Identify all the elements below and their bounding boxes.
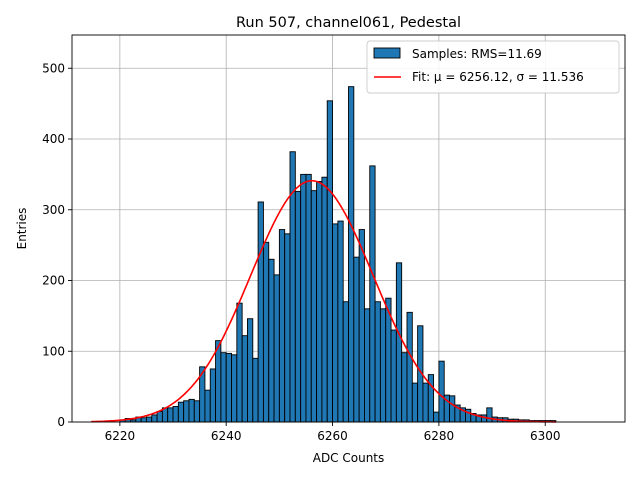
histogram-bar [294, 190, 302, 423]
legend-fit-label: Fit: μ = 6256.12, σ = 11.536 [412, 70, 584, 84]
y-tick-label: 400 [42, 132, 65, 146]
histogram-bar [236, 302, 243, 423]
histogram-bar [247, 318, 254, 423]
y-tick-label: 200 [42, 274, 65, 288]
histogram-bar [369, 165, 376, 423]
histogram-bar [268, 258, 275, 423]
x-tick-label: 6240 [211, 429, 242, 443]
y-tick-label: 300 [42, 203, 65, 217]
histogram-bar [310, 190, 318, 423]
histogram-bar [411, 382, 419, 423]
histogram-bar [353, 256, 360, 423]
y-tick-label: 100 [42, 344, 65, 358]
x-axis-label: ADC Counts [313, 451, 385, 465]
histogram-bar [364, 308, 371, 423]
y-axis-label: Entries [15, 208, 29, 250]
plot-frame [71, 34, 626, 423]
histogram-bar [215, 340, 222, 423]
histogram-bar [326, 100, 333, 423]
x-tick-label: 6300 [530, 429, 561, 443]
chart-title: Run 507, channel061, Pedestal [236, 15, 461, 31]
legend-frame [366, 40, 620, 94]
histogram-bar [151, 414, 158, 423]
x-tick-label: 6280 [424, 429, 455, 443]
histogram-bar [422, 382, 429, 423]
histogram-bar [177, 401, 185, 423]
histogram-bar [140, 417, 147, 423]
legend-histogram-label: Samples: RMS=11.69 [412, 47, 542, 61]
histogram-bar [348, 86, 355, 423]
histogram-bar [172, 405, 179, 423]
histogram-bar [374, 301, 381, 423]
x-tick-label: 6260 [317, 429, 348, 443]
histogram-bar [438, 360, 445, 423]
gaussian-fit-curve [91, 179, 556, 423]
histogram-bar [433, 411, 440, 423]
y-tick-label: 0 [57, 415, 65, 429]
histogram-bar [300, 173, 307, 423]
histogram-bar [156, 410, 163, 423]
histogram-bar [145, 416, 153, 423]
histogram-bar [204, 389, 211, 423]
histogram-bar [231, 354, 238, 423]
histogram-bar [395, 262, 403, 423]
y-axis-ticks: 0 100 200 300 400 500 [42, 61, 72, 429]
histogram-bar [449, 395, 456, 423]
x-axis-ticks: 6220 6240 6260 6280 6300 [105, 422, 561, 443]
histogram-bar [284, 233, 291, 423]
histogram-bar [427, 374, 435, 423]
legend: Samples: RMS=11.69 Fit: μ = 6256.12, σ =… [366, 40, 620, 94]
histogram-bar [321, 176, 328, 423]
histogram-bar [406, 311, 413, 423]
histogram-bar [183, 400, 190, 423]
histogram-bar [257, 201, 264, 423]
histogram-bar [337, 220, 344, 423]
histogram-bar [379, 308, 387, 423]
histogram-bar [278, 229, 286, 423]
histogram-bar [332, 223, 339, 423]
histogram-bar [241, 335, 248, 423]
histogram-bar [273, 274, 280, 423]
histogram-bar [390, 329, 397, 423]
histogram-bar [342, 301, 349, 423]
histogram-bar [193, 400, 201, 423]
histogram-bar [225, 352, 232, 423]
legend-histogram-swatch [373, 47, 401, 59]
histogram-bar [316, 181, 323, 423]
y-tick-label: 500 [42, 61, 65, 75]
histogram-bar [358, 229, 365, 423]
histogram-bar [252, 357, 259, 423]
histogram-bar [167, 407, 174, 423]
histogram-bar [305, 173, 312, 423]
histogram-bar [262, 241, 270, 423]
histogram-bar [401, 352, 408, 423]
x-tick-label: 6220 [105, 429, 136, 443]
histogram-bar [188, 398, 195, 423]
histogram-bar [486, 407, 493, 423]
histogram-bar [220, 352, 227, 423]
histogram-bar [209, 368, 217, 423]
